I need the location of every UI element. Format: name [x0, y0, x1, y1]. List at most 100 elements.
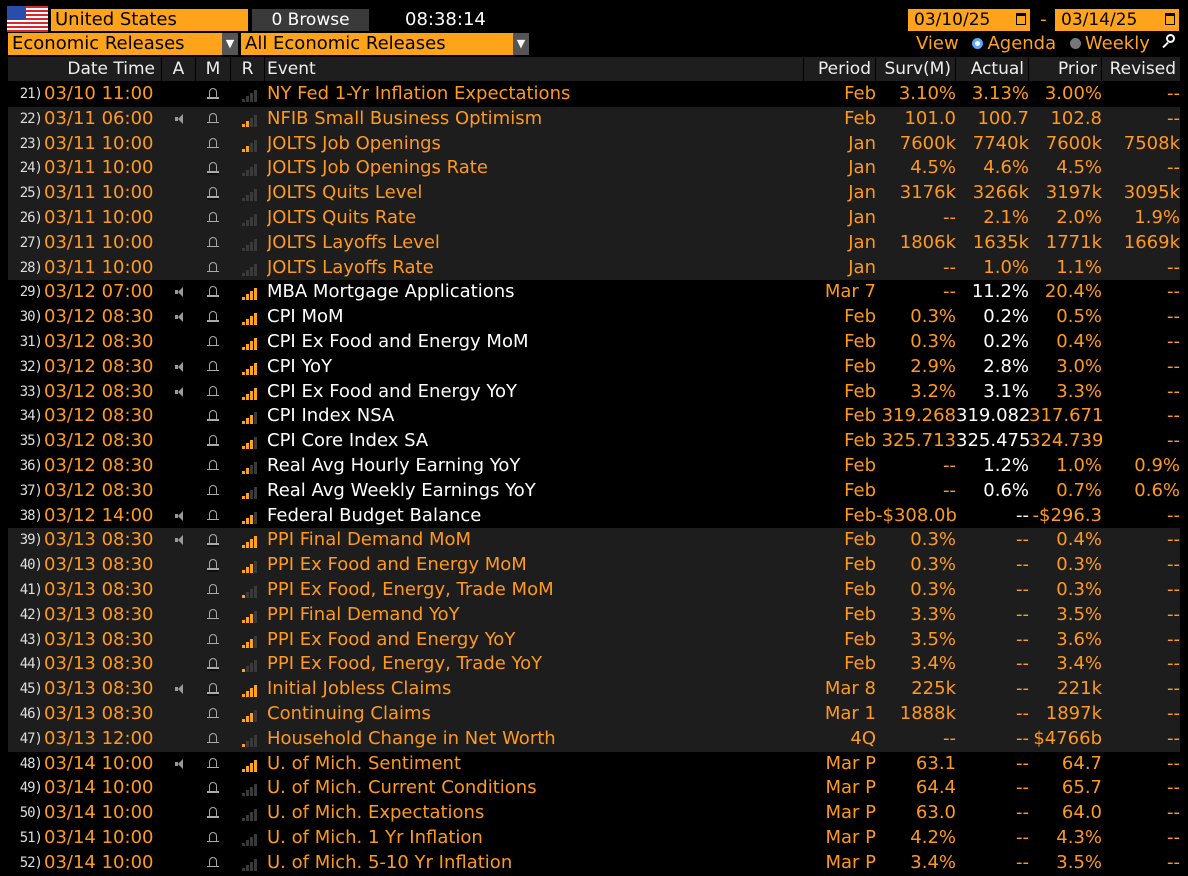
- alert-cell[interactable]: [198, 404, 228, 429]
- bell-icon[interactable]: [207, 137, 219, 150]
- browse-button[interactable]: 0 Browse: [252, 9, 369, 31]
- alert-cell[interactable]: [198, 528, 228, 553]
- date-from-field[interactable]: 03/10/25: [908, 9, 1030, 31]
- audio-cell[interactable]: [168, 628, 194, 653]
- bell-icon[interactable]: [207, 435, 219, 447]
- audio-cell[interactable]: [168, 851, 194, 876]
- alert-cell[interactable]: [198, 156, 228, 181]
- alert-cell[interactable]: [198, 82, 228, 107]
- event-name[interactable]: JOLTS Quits Rate: [267, 206, 417, 228]
- event-name[interactable]: NFIB Small Business Optimism: [267, 107, 543, 129]
- alert-cell[interactable]: [198, 256, 228, 281]
- audio-cell[interactable]: [168, 355, 194, 380]
- alert-cell[interactable]: [198, 454, 228, 479]
- alert-cell[interactable]: [198, 181, 228, 206]
- table-row[interactable]: 38) 03/12 14:00 Federal Budget Balance Feb -…: [8, 503, 1180, 529]
- speaker-icon[interactable]: [175, 312, 187, 323]
- col-event[interactable]: Event: [265, 57, 804, 81]
- event-name[interactable]: PPI Final Demand MoM: [267, 529, 472, 551]
- event-name[interactable]: CPI MoM: [267, 306, 344, 328]
- event-name[interactable]: CPI Ex Food and Energy MoM: [267, 330, 529, 352]
- event-name[interactable]: PPI Final Demand YoY: [267, 603, 460, 625]
- table-row[interactable]: 52) 03/14 10:00 U. of Mich. 5-10 Yr Inflat…: [8, 850, 1180, 876]
- table-row[interactable]: 40) 03/13 08:30 PPI Ex Food and Energy MoM…: [8, 553, 1180, 578]
- event-name[interactable]: U. of Mich. Sentiment: [267, 752, 462, 774]
- event-name[interactable]: Household Change in Net Worth: [267, 727, 556, 749]
- event-name[interactable]: MBA Mortgage Applications: [267, 281, 515, 303]
- event-name[interactable]: CPI Index NSA: [267, 405, 395, 427]
- bell-icon[interactable]: [207, 211, 219, 224]
- bell-icon[interactable]: [207, 112, 219, 125]
- bell-icon[interactable]: [207, 807, 219, 819]
- table-row[interactable]: 22) 03/11 06:00 NFIB Small Business Optimi…: [8, 106, 1180, 132]
- table-row[interactable]: 45) 03/13 08:30 Initial Jobless Claims Mar …: [8, 677, 1180, 702]
- bell-icon[interactable]: [207, 856, 219, 869]
- alert-cell[interactable]: [198, 305, 228, 330]
- alert-cell[interactable]: [198, 355, 228, 380]
- table-row[interactable]: 35) 03/12 08:30 CPI Core Index SA Feb 325.71…: [8, 429, 1180, 454]
- audio-cell[interactable]: [168, 776, 194, 801]
- table-row[interactable]: 36) 03/12 08:30 Real Avg Hourly Earning Yo…: [8, 453, 1180, 479]
- bell-icon[interactable]: [207, 509, 219, 522]
- table-row[interactable]: 37) 03/12 08:30 Real Avg Weekly Earnings Y…: [8, 478, 1180, 504]
- audio-cell[interactable]: [168, 801, 194, 826]
- table-row[interactable]: 28) 03/11 10:00 JOLTS Layoffs Rate Jan -- 1.0…: [8, 255, 1180, 281]
- table-row[interactable]: 33) 03/12 08:30 CPI Ex Food and Energy YoY…: [8, 379, 1180, 405]
- audio-cell[interactable]: [168, 206, 194, 231]
- speaker-icon[interactable]: [175, 535, 187, 546]
- speaker-icon[interactable]: [175, 287, 187, 298]
- alert-cell[interactable]: [198, 107, 228, 132]
- event-name[interactable]: U. of Mich. 1 Yr Inflation: [267, 826, 483, 848]
- event-name[interactable]: CPI Core Index SA: [267, 430, 429, 452]
- audio-cell[interactable]: [168, 429, 194, 454]
- event-name[interactable]: Real Avg Hourly Earning YoY: [267, 454, 521, 476]
- table-row[interactable]: 26) 03/11 10:00 JOLTS Quits Rate Jan -- 2.1% 2…: [8, 205, 1180, 231]
- alert-cell[interactable]: [198, 479, 228, 504]
- speaker-icon[interactable]: [175, 510, 187, 521]
- bell-icon[interactable]: [207, 583, 219, 596]
- event-name[interactable]: Real Avg Weekly Earnings YoY: [267, 479, 536, 501]
- audio-cell[interactable]: [168, 578, 194, 603]
- speaker-icon[interactable]: [175, 684, 187, 695]
- audio-cell[interactable]: [168, 82, 194, 107]
- alert-cell[interactable]: [198, 727, 228, 752]
- event-name[interactable]: PPI Ex Food and Energy YoY: [267, 628, 516, 650]
- bell-icon[interactable]: [207, 410, 219, 422]
- bell-icon[interactable]: [207, 335, 219, 348]
- audio-cell[interactable]: [168, 553, 194, 578]
- event-name[interactable]: JOLTS Quits Level: [267, 182, 423, 204]
- audio-cell[interactable]: [168, 181, 194, 206]
- table-row[interactable]: 25) 03/11 10:00 JOLTS Quits Level Jan 3176k 3…: [8, 181, 1180, 206]
- table-row[interactable]: 31) 03/12 08:30 CPI Ex Food and Energy MoM…: [8, 329, 1180, 355]
- alert-cell[interactable]: [198, 231, 228, 256]
- table-row[interactable]: 51) 03/14 10:00 U. of Mich. 1 Yr Inflation…: [8, 825, 1180, 851]
- event-name[interactable]: PPI Ex Food and Energy MoM: [267, 554, 527, 576]
- alert-cell[interactable]: [198, 280, 228, 305]
- table-row[interactable]: 49) 03/14 10:00 U. of Mich. Current Condit…: [8, 776, 1180, 802]
- event-name[interactable]: Federal Budget Balance: [267, 504, 482, 526]
- table-row[interactable]: 42) 03/13 08:30 PPI Final Demand YoY Feb 3.3…: [8, 602, 1180, 628]
- col-survey[interactable]: Surv(M): [876, 57, 956, 81]
- audio-cell[interactable]: [168, 504, 194, 529]
- table-row[interactable]: 46) 03/13 08:30 Continuing Claims Mar 1 1888…: [8, 701, 1180, 727]
- search-icon[interactable]: [1160, 32, 1180, 52]
- weekly-label[interactable]: Weekly: [1084, 33, 1150, 54]
- bell-icon[interactable]: [207, 311, 219, 323]
- alert-cell[interactable]: [198, 429, 228, 454]
- alert-cell[interactable]: [198, 677, 228, 702]
- col-relevance[interactable]: R: [231, 57, 265, 81]
- audio-cell[interactable]: [168, 677, 194, 702]
- event-name[interactable]: JOLTS Layoffs Rate: [267, 256, 434, 278]
- bell-icon[interactable]: [207, 459, 219, 472]
- table-row[interactable]: 47) 03/13 12:00 Household Change in Net Wo…: [8, 726, 1180, 752]
- alert-cell[interactable]: [198, 652, 228, 677]
- bell-icon[interactable]: [207, 286, 219, 298]
- event-name[interactable]: U. of Mich. 5-10 Yr Inflation: [267, 851, 513, 873]
- audio-cell[interactable]: [168, 404, 194, 429]
- col-period[interactable]: Period: [804, 57, 876, 81]
- bell-icon[interactable]: [207, 236, 219, 249]
- audio-cell[interactable]: [168, 652, 194, 677]
- audio-cell[interactable]: [168, 702, 194, 727]
- alert-cell[interactable]: [198, 752, 228, 777]
- event-name[interactable]: JOLTS Layoffs Level: [267, 231, 440, 253]
